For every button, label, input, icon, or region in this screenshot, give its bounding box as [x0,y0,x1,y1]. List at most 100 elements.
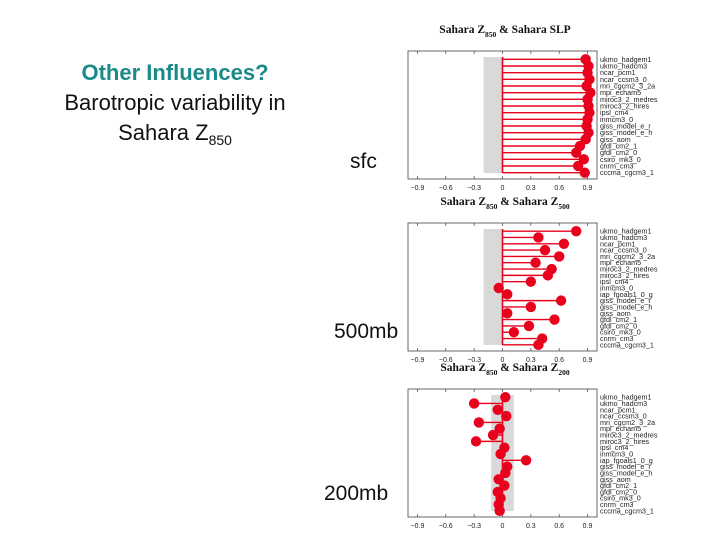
model-label: giss_aom [600,475,631,484]
data-point [502,308,513,319]
chart-title-var-a-level: 850 [486,368,498,377]
model-label: iap_fgoals1_0_g [600,456,653,465]
model-label: mpi_echam5 [600,88,641,97]
model-label: ncar_pcm1 [600,405,636,414]
model-label: giss_model_e_h [600,468,652,477]
data-point [525,276,537,287]
model-label: mpi_echam5 [600,258,641,267]
chart-title: Sahara Z850 & Sahara Z200 [440,362,569,377]
chart-title-var-b-level: 200 [558,368,570,377]
x-tick-label: 0.3 [526,185,536,192]
chart-title-var-b: & Sahara Z [497,362,558,374]
model-label: gfdl_cm2_1 [600,481,637,490]
model-label: giss_aom [600,135,631,144]
model-label: ncar_pcm1 [600,68,636,77]
x-tick-label: 0.9 [583,185,593,192]
data-point [492,404,503,415]
chart-title: Sahara Z850 & Sahara Z500 [440,196,569,211]
x-tick-label: −0.9 [411,185,425,192]
model-label: ukmo_hadgem1 [600,393,652,402]
data-point [502,289,513,300]
model-label: giss_aom [600,309,631,318]
chart-title-var-b: & Sahara SLP [496,24,570,36]
data-point [501,410,512,422]
level-label-sfc: sfc [350,150,377,173]
model-label: inmcm3_0 [600,284,633,293]
x-tick-label: −0.3 [467,185,481,192]
data-point [494,505,505,517]
model-label: csiro_mk3_0 [600,328,641,337]
x-tick-label: 0.3 [526,357,536,364]
significance-band [483,57,503,173]
model-label: miroc3_2_hires [600,437,650,446]
model-label: cnrm_cm3 [600,162,634,171]
x-tick-label: 0.9 [583,523,593,530]
data-point [533,339,544,351]
model-label: giss_model_e_h [600,128,652,137]
chart-title-var-b: & Sahara Z [497,196,558,208]
model-label: ukmo_hadcm3 [600,62,647,71]
data-point [525,301,537,313]
title-question: Other Influences? [81,60,269,85]
model-label: mri_cgcm2_3_2a [600,252,655,261]
correlation-chart-sfc: Sahara Z850 & Sahara SLP −0.9 −0.6 −0.3 0 0.3… [407,24,658,192]
x-tick-label: 0.6 [554,357,564,364]
model-label: giss_model_e_h [600,302,652,311]
model-label: ukmo_hadcm3 [600,233,647,242]
data-point [539,244,551,256]
x-tick-label: 0 [501,185,505,192]
model-label: miroc3_2_hires [600,102,650,111]
data-point [572,160,584,172]
model-label: giss_model_e_r [600,296,651,305]
slide-title: Other Influences? Barotropic variability… [20,58,330,155]
model-label: giss_model_e_r [600,462,651,471]
data-point [555,295,567,306]
chart-title-var-a: Sahara Z [439,24,485,36]
correlation-chart-200mb: Sahara Z850 & Sahara Z200 −0.9 −0.6 −0.3 0 0.… [407,362,658,530]
chart-title-var-b-level: 500 [558,202,570,211]
model-label: gfdl_cm2_1 [600,315,637,324]
model-label: ukmo_hadgem1 [600,55,652,64]
data-point [571,225,582,237]
data-point [542,270,554,281]
model-label: gfdl_cm2_0 [600,321,637,330]
level-label-200mb: 200mb [324,482,389,505]
data-point [468,398,480,409]
title-variable: Sahara Z850 [20,118,330,155]
x-tick-label: −0.3 [467,523,481,530]
data-point [549,314,560,325]
model-label: gfdl_cm2_0 [600,487,637,496]
level-label-500mb: 500mb [334,320,399,343]
data-point [500,391,511,403]
data-point [554,251,565,262]
model-label: gfdl_cm2_0 [600,148,637,157]
data-point [470,436,482,447]
x-tick-label: 0 [501,357,505,364]
data-point [571,147,582,158]
x-tick-label: −0.3 [467,357,481,364]
model-label: miroc3_2_medres [600,431,658,440]
model-label: inmcm3_0 [600,450,633,459]
data-point [579,167,590,178]
model-label: csiro_mk3_0 [600,155,641,164]
chart-title-var-a: Sahara Z [440,362,486,374]
model-label: csiro_mk3_0 [600,494,641,503]
correlation-chart-500mb: Sahara Z850 & Sahara Z500 −0.9 −0.6 −0.3 0 0.… [407,196,658,364]
data-point [473,417,485,428]
model-label: inmcm3_0 [600,115,633,124]
title-variable-main: Sahara Z [118,120,209,145]
x-tick-label: 0.6 [554,185,564,192]
model-label: cnrm_cm3 [600,334,634,343]
model-label: mri_cgcm2_3_2a [600,418,655,427]
x-tick-label: 0.3 [526,523,536,530]
chart-title-var-a-level: 850 [486,202,498,211]
model-label: ncar_ccsm3_0 [600,75,647,84]
x-tick-label: 0.9 [583,357,593,364]
x-tick-label: −0.9 [411,523,425,530]
data-point [530,257,541,268]
model-label: mpi_echam5 [600,424,641,433]
chart-title: Sahara Z850 & Sahara SLP [439,24,570,39]
model-label: cccma_cgcm3_1 [600,168,654,177]
significance-band [483,229,503,345]
x-tick-label: −0.6 [439,523,453,530]
